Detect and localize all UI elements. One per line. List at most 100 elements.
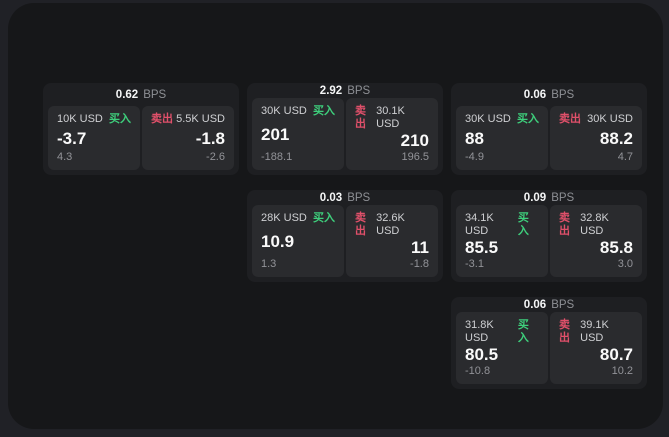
sell-delta: 196.5 [401, 151, 429, 163]
buy-delta: -3.1 [465, 258, 484, 270]
sell-price: 210 [400, 131, 429, 150]
sell-side-label: 卖出 [559, 113, 581, 125]
quote-card-grid: 0.62 BPS 10K USD 买入 -3.7 4.3 卖出 5.5K USD… [43, 83, 647, 389]
quote-card: 0.62 BPS 10K USD 买入 -3.7 4.3 卖出 5.5K USD… [43, 83, 239, 175]
bps-unit-label: BPS [551, 88, 575, 101]
buy-delta: -188.1 [261, 151, 293, 163]
card-body: 10K USD 买入 -3.7 4.3 卖出 5.5K USD -1.8 -2.… [48, 106, 234, 170]
buy-side-label: 买入 [313, 105, 335, 117]
buy-tile-header: 34.1K USD 买入 [465, 212, 539, 238]
buy-price: -3.7 [57, 128, 87, 148]
buy-tile-header: 30K USD 买入 [261, 105, 335, 118]
sell-tile-header: 卖出 30K USD [559, 113, 633, 126]
sell-tile[interactable]: 卖出 32.8K USD 85.8 3.0 [550, 205, 642, 277]
buy-delta: 1.3 [261, 258, 277, 270]
bps-unit-label: BPS [347, 191, 371, 204]
buy-amount: 28K USD [261, 212, 307, 224]
buy-delta: -10.8 [465, 365, 491, 377]
sell-side-label: 卖出 [355, 212, 366, 237]
bps-value: 0.62 [115, 88, 139, 101]
sell-amount: 30.1K USD [376, 105, 405, 130]
card-body: 30K USD 买入 88 -4.9 卖出 30K USD 88.2 4.7 [456, 106, 642, 170]
sell-price: 85.8 [599, 238, 633, 257]
sell-tile[interactable]: 卖出 5.5K USD -1.8 -2.6 [142, 106, 234, 170]
buy-amount: 34.1K USD [465, 212, 494, 237]
sell-tile-header: 卖出 30.1K USD [355, 105, 429, 131]
bps-unit-label: BPS [551, 191, 575, 204]
buy-tile[interactable]: 10K USD 买入 -3.7 4.3 [48, 106, 140, 170]
buy-tile-header: 10K USD 买入 [57, 113, 131, 126]
quote-card: 0.09 BPS 34.1K USD 买入 85.5 -3.1 卖出 32.8K… [451, 190, 647, 282]
buy-price: 201 [261, 124, 290, 144]
bps-value: 0.06 [523, 88, 547, 101]
sell-tile[interactable]: 卖出 30.1K USD 210 196.5 [346, 98, 438, 170]
quote-card: 2.92 BPS 30K USD 买入 201 -188.1 卖出 30.1K … [247, 83, 443, 175]
card-header: 0.06 BPS [456, 297, 642, 312]
card-header: 0.06 BPS [456, 83, 642, 106]
card-header: 0.62 BPS [48, 83, 234, 106]
sell-price: 88.2 [599, 128, 633, 148]
sell-tile[interactable]: 卖出 30K USD 88.2 4.7 [550, 106, 642, 170]
buy-side-label: 买入 [313, 212, 335, 224]
buy-price: 80.5 [465, 345, 499, 364]
buy-tile[interactable]: 30K USD 买入 88 -4.9 [456, 106, 548, 170]
buy-side-label: 买入 [517, 113, 539, 125]
sell-side-label: 卖出 [151, 113, 173, 125]
buy-amount: 30K USD [465, 113, 511, 125]
sell-price: -1.8 [195, 128, 225, 148]
buy-tile[interactable]: 31.8K USD 买入 80.5 -10.8 [456, 312, 548, 384]
dashboard-panel: 0.62 BPS 10K USD 买入 -3.7 4.3 卖出 5.5K USD… [8, 3, 663, 429]
buy-delta: -4.9 [465, 151, 484, 163]
bps-value: 0.06 [523, 298, 547, 311]
buy-delta: 4.3 [57, 151, 73, 163]
sell-tile-header: 卖出 32.8K USD [559, 212, 633, 238]
buy-side-label: 买入 [109, 113, 131, 125]
sell-tile[interactable]: 卖出 32.6K USD 11 -1.8 [346, 205, 438, 277]
sell-delta: -1.8 [410, 258, 429, 270]
quote-card: 0.06 BPS 30K USD 买入 88 -4.9 卖出 30K USD 8… [451, 83, 647, 175]
sell-delta: 10.2 [611, 365, 633, 377]
sell-side-label: 卖出 [559, 319, 570, 344]
bps-value: 2.92 [319, 84, 343, 97]
sell-tile-header: 卖出 39.1K USD [559, 319, 633, 345]
card-body: 34.1K USD 买入 85.5 -3.1 卖出 32.8K USD 85.8… [456, 205, 642, 277]
sell-price: 80.7 [599, 345, 633, 364]
sell-tile-header: 卖出 5.5K USD [151, 113, 225, 126]
card-header: 2.92 BPS [252, 83, 438, 98]
buy-tile-header: 28K USD 买入 [261, 212, 335, 225]
card-body: 30K USD 买入 201 -188.1 卖出 30.1K USD 210 1… [252, 98, 438, 170]
buy-tile[interactable]: 30K USD 买入 201 -188.1 [252, 98, 344, 170]
buy-price: 88 [465, 128, 484, 148]
bps-unit-label: BPS [347, 84, 371, 97]
sell-price: 11 [411, 238, 429, 257]
sell-tile-header: 卖出 32.6K USD [355, 212, 429, 238]
buy-tile-header: 31.8K USD 买入 [465, 319, 539, 345]
buy-tile-header: 30K USD 买入 [465, 113, 539, 126]
sell-amount: 30K USD [587, 113, 633, 125]
sell-side-label: 卖出 [559, 212, 570, 237]
sell-amount: 5.5K USD [176, 113, 225, 125]
buy-side-label: 买入 [517, 319, 529, 344]
card-body: 31.8K USD 买入 80.5 -10.8 卖出 39.1K USD 80.… [456, 312, 642, 384]
buy-price: 10.9 [261, 231, 295, 251]
sell-amount: 32.8K USD [580, 212, 609, 237]
buy-amount: 10K USD [57, 113, 103, 125]
buy-tile[interactable]: 34.1K USD 买入 85.5 -3.1 [456, 205, 548, 277]
sell-delta: -2.6 [206, 151, 225, 163]
buy-amount: 31.8K USD [465, 319, 494, 344]
quote-card: 0.03 BPS 28K USD 买入 10.9 1.3 卖出 32.6K US… [247, 190, 443, 282]
buy-tile[interactable]: 28K USD 买入 10.9 1.3 [252, 205, 344, 277]
buy-price: 85.5 [465, 238, 499, 257]
sell-delta: 3.0 [617, 258, 633, 270]
quote-card: 0.06 BPS 31.8K USD 买入 80.5 -10.8 卖出 39.1… [451, 297, 647, 389]
bps-value: 0.03 [319, 191, 343, 204]
sell-amount: 39.1K USD [580, 319, 609, 344]
sell-tile[interactable]: 卖出 39.1K USD 80.7 10.2 [550, 312, 642, 384]
sell-side-label: 卖出 [355, 105, 366, 130]
bps-unit-label: BPS [551, 298, 575, 311]
buy-side-label: 买入 [517, 212, 529, 237]
sell-amount: 32.6K USD [376, 212, 405, 237]
card-header: 0.09 BPS [456, 190, 642, 205]
bps-value: 0.09 [523, 191, 547, 204]
